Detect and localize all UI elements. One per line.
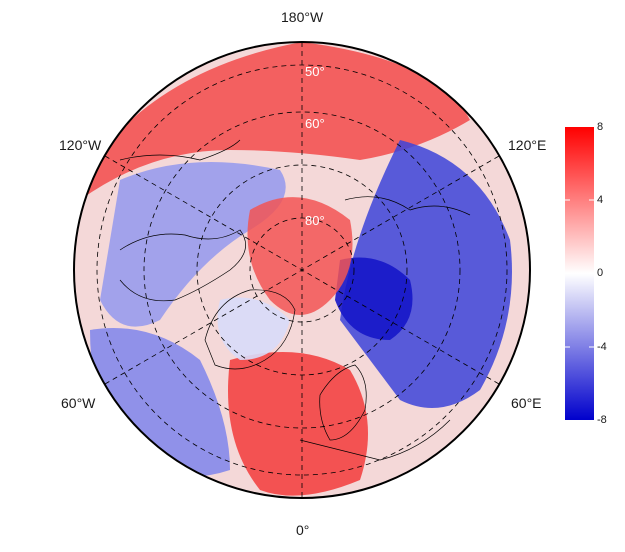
colorbar-tick-4: 4 bbox=[597, 194, 604, 206]
europe-land bbox=[299, 419, 451, 461]
field-north-pacific-red bbox=[80, 42, 470, 200]
lon-label-120w: 120°W bbox=[59, 137, 102, 153]
parallel-60 bbox=[143, 111, 461, 429]
lon-label-120e: 120°E bbox=[508, 137, 547, 153]
greenland-coast bbox=[204, 289, 296, 370]
graticule bbox=[96, 42, 508, 498]
siberia-coast bbox=[344, 196, 471, 216]
field-greenland-light bbox=[217, 297, 290, 360]
lat-label-50: 50° bbox=[305, 64, 325, 79]
field-siberia-blue bbox=[340, 140, 512, 408]
lat-label-60: 60° bbox=[305, 116, 325, 131]
colorbar-tickmarks bbox=[565, 199, 594, 348]
lon-label-60w: 60°W bbox=[61, 395, 96, 411]
lon-label-0: 0° bbox=[296, 522, 310, 538]
lat-label-80: 80° bbox=[305, 213, 325, 228]
field-europe-red bbox=[228, 352, 368, 496]
field-pole-red bbox=[247, 197, 353, 315]
canada-arctic-coast bbox=[119, 229, 246, 302]
lon-label-60e: 60°E bbox=[511, 395, 542, 411]
field-kara-dark-blue bbox=[335, 257, 413, 340]
alaska-coast bbox=[119, 139, 241, 161]
anomaly-field bbox=[74, 42, 530, 498]
colorbar-tick-minus-8: -8 bbox=[597, 414, 607, 426]
field-canada-blue bbox=[100, 162, 286, 327]
colorbar-tick-minus-4: -4 bbox=[597, 341, 607, 353]
colorbar-tick-8: 8 bbox=[597, 121, 604, 133]
coastlines bbox=[119, 139, 471, 461]
lon-label-180w: 180°W bbox=[281, 9, 324, 25]
meridian-120w-60e bbox=[104, 155, 500, 385]
scandinavia-coast bbox=[319, 364, 367, 441]
map-border bbox=[73, 41, 531, 499]
colorbar-tick-0: 0 bbox=[597, 267, 604, 279]
